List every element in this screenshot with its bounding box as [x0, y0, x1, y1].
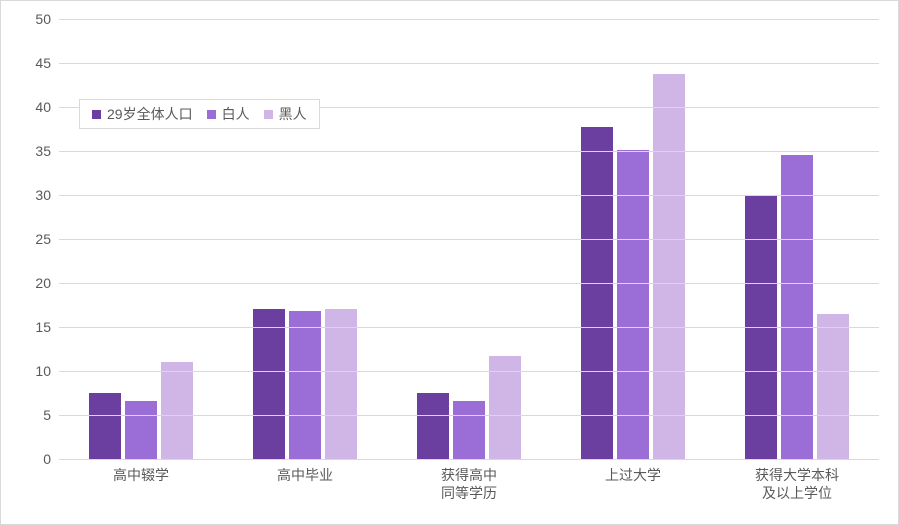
- bar: [417, 393, 449, 459]
- legend-item: 白人: [207, 104, 250, 124]
- gridline: [59, 151, 879, 152]
- x-category-label: 获得高中 同等学历: [441, 467, 497, 502]
- chart-frame: 05101520253035404550 高中辍学高中毕业获得高中 同等学历上过…: [0, 0, 899, 525]
- y-tick-label: 25: [35, 231, 51, 247]
- bar: [161, 362, 193, 459]
- x-category-label: 高中毕业: [277, 467, 333, 485]
- y-tick-label: 50: [35, 11, 51, 27]
- gridline: [59, 63, 879, 64]
- y-tick-label: 10: [35, 363, 51, 379]
- y-tick-label: 20: [35, 275, 51, 291]
- x-category-label: 获得大学本科 及以上学位: [755, 467, 839, 502]
- legend-item: 黑人: [264, 104, 307, 124]
- bar: [89, 393, 121, 459]
- bar: [289, 311, 321, 459]
- legend-label: 29岁全体人口: [107, 104, 193, 124]
- y-tick-label: 15: [35, 319, 51, 335]
- plot-area: 05101520253035404550: [59, 19, 879, 459]
- gridline: [59, 19, 879, 20]
- bar: [653, 74, 685, 459]
- legend-swatch: [207, 110, 216, 119]
- gridline: [59, 239, 879, 240]
- gridline: [59, 371, 879, 372]
- y-tick-label: 45: [35, 55, 51, 71]
- legend-swatch: [92, 110, 101, 119]
- legend-label: 白人: [222, 104, 250, 124]
- legend-item: 29岁全体人口: [92, 104, 193, 124]
- gridline: [59, 327, 879, 328]
- bar: [325, 309, 357, 459]
- gridline: [59, 283, 879, 284]
- gridline: [59, 459, 879, 460]
- y-tick-label: 0: [43, 451, 51, 467]
- legend-label: 黑人: [279, 104, 307, 124]
- bar: [453, 401, 485, 459]
- legend-swatch: [264, 110, 273, 119]
- bar: [617, 150, 649, 459]
- y-tick-label: 35: [35, 143, 51, 159]
- legend: 29岁全体人口 白人 黑人: [79, 99, 320, 129]
- bar: [125, 401, 157, 459]
- bar: [817, 314, 849, 459]
- y-tick-label: 30: [35, 187, 51, 203]
- y-tick-label: 5: [43, 407, 51, 423]
- bar: [581, 127, 613, 459]
- gridline: [59, 195, 879, 196]
- bar: [253, 309, 285, 459]
- x-category-label: 高中辍学: [113, 467, 169, 485]
- gridline: [59, 415, 879, 416]
- y-tick-label: 40: [35, 99, 51, 115]
- x-category-label: 上过大学: [605, 467, 661, 485]
- bar: [781, 155, 813, 459]
